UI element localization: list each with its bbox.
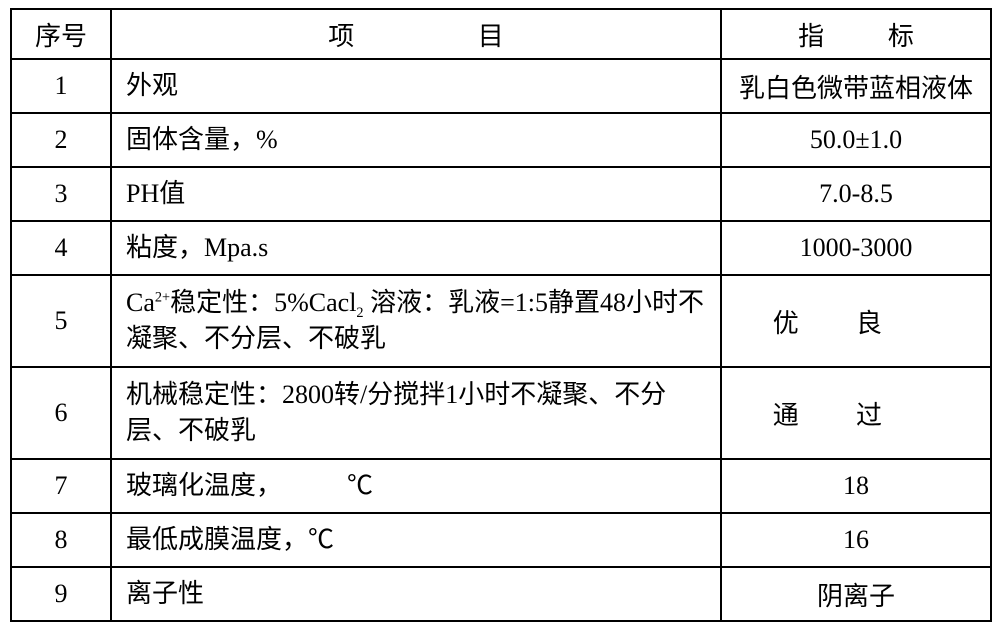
cell-seq: 9: [11, 567, 111, 621]
table-body: 1外观乳白色微带蓝相液体2固体含量，%50.0±1.03PH值7.0-8.54粘…: [11, 59, 991, 621]
table-row: 9离子性阴离子: [11, 567, 991, 621]
table-container: 序号 项 目 指 标 1外观乳白色微带蓝相液体2固体含量，%50.0±1.03P…: [0, 0, 1000, 630]
cell-seq: 6: [11, 367, 111, 459]
cell-spec: 优良: [721, 275, 991, 367]
cell-spec: 50.0±1.0: [721, 113, 991, 167]
header-item-b: 目: [478, 16, 504, 53]
cell-item: 外观: [111, 59, 721, 113]
cell-seq: 2: [11, 113, 111, 167]
cell-item: 粘度，Mpa.s: [111, 221, 721, 275]
cell-item: 机械稳定性：2800转/分搅拌1小时不凝聚、不分层、不破乳: [111, 367, 721, 459]
cell-item: 最低成膜温度，℃: [111, 513, 721, 567]
table-row: 3PH值 7.0-8.5: [11, 167, 991, 221]
cell-seq: 8: [11, 513, 111, 567]
cell-item: PH值: [111, 167, 721, 221]
table-row: 5Ca2+稳定性：5%Cacl2 溶液：乳液=1:5静置48小时不凝聚、不分层、…: [11, 275, 991, 367]
cell-spec-text: 通过: [773, 401, 939, 430]
cell-spec: 1000-3000: [721, 221, 991, 275]
cell-spec: 通过: [721, 367, 991, 459]
cell-seq: 4: [11, 221, 111, 275]
cell-item: Ca2+稳定性：5%Cacl2 溶液：乳液=1:5静置48小时不凝聚、不分层、不…: [111, 275, 721, 367]
cell-spec-text: 乳白色微带蓝相液体: [739, 74, 973, 103]
cell-seq: 3: [11, 167, 111, 221]
spec-table: 序号 项 目 指 标 1外观乳白色微带蓝相液体2固体含量，%50.0±1.03P…: [10, 8, 992, 622]
table-row: 8最低成膜温度，℃ 16: [11, 513, 991, 567]
cell-item: 离子性: [111, 567, 721, 621]
table-row: 4粘度，Mpa.s 1000-3000: [11, 221, 991, 275]
cell-spec: 乳白色微带蓝相液体: [721, 59, 991, 113]
cell-spec: 18: [721, 459, 991, 513]
table-row: 6机械稳定性：2800转/分搅拌1小时不凝聚、不分层、不破乳 通过: [11, 367, 991, 459]
cell-item: 玻璃化温度， ℃: [111, 459, 721, 513]
cell-spec: 16: [721, 513, 991, 567]
cell-spec-text: 1000-3000: [800, 233, 913, 262]
cell-seq: 7: [11, 459, 111, 513]
cell-spec-text: 优良: [773, 309, 939, 338]
cell-spec-text: 16: [843, 525, 869, 554]
header-item: 项 目: [111, 9, 721, 59]
cell-spec-text: 18: [843, 471, 869, 500]
cell-seq: 1: [11, 59, 111, 113]
cell-seq: 5: [11, 275, 111, 367]
cell-spec-text: 7.0-8.5: [819, 179, 893, 208]
cell-item: 固体含量，%: [111, 113, 721, 167]
table-row: 1外观乳白色微带蓝相液体: [11, 59, 991, 113]
cell-spec: 7.0-8.5: [721, 167, 991, 221]
header-spec: 指 标: [721, 9, 991, 59]
cell-spec: 阴离子: [721, 567, 991, 621]
header-seq: 序号: [11, 9, 111, 59]
header-item-a: 项: [328, 16, 354, 53]
cell-spec-text: 50.0±1.0: [810, 125, 902, 154]
table-row: 7玻璃化温度， ℃ 18: [11, 459, 991, 513]
header-spec-b: 标: [888, 16, 914, 53]
header-row: 序号 项 目 指 标: [11, 9, 991, 59]
header-spec-a: 指: [798, 16, 824, 53]
table-row: 2固体含量，% 50.0±1.0: [11, 113, 991, 167]
